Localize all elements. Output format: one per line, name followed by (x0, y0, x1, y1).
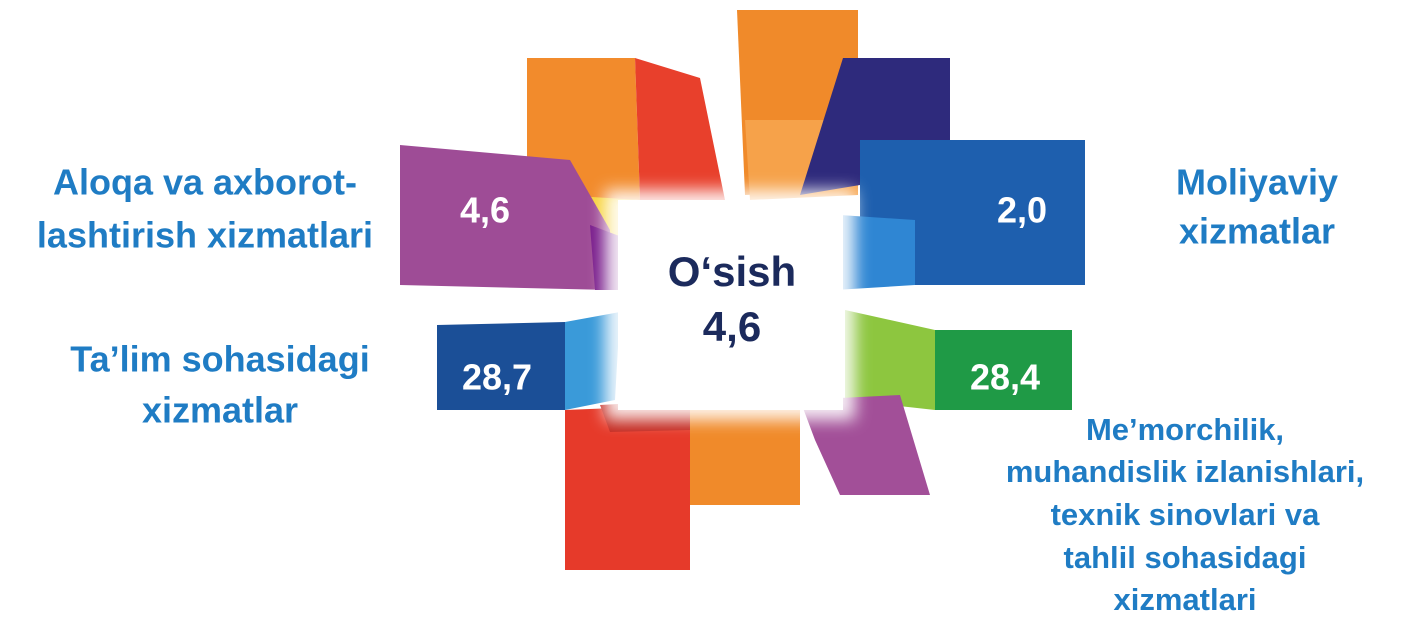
block (935, 330, 1072, 410)
label: tahlil sohasidagi (1064, 540, 1307, 575)
label: xizmatlari (1113, 582, 1256, 617)
block (690, 400, 800, 505)
center-label: O‘sish (668, 248, 796, 295)
label: xizmatlar (142, 390, 298, 431)
block (845, 310, 935, 410)
label: texnik sinovlari va (1051, 497, 1321, 532)
block (860, 140, 1085, 285)
value: 4,6 (460, 190, 510, 231)
label: muhandislik izlanishlari, (1006, 454, 1364, 489)
center-box (618, 200, 843, 410)
label: lashtirish xizmatlari (37, 215, 373, 256)
label: Ta’lim sohasidagi (70, 339, 369, 380)
blocks (400, 10, 1085, 570)
block (565, 405, 690, 570)
value: 28,7 (462, 357, 532, 398)
label: Me’morchilik, (1086, 412, 1284, 447)
label: Moliyaviy (1176, 162, 1338, 203)
label: xizmatlar (1179, 211, 1335, 252)
block (635, 58, 725, 200)
block (400, 145, 610, 290)
label: Aloqa va axborot- (53, 162, 357, 203)
block (437, 322, 565, 410)
value: 2,0 (997, 190, 1047, 231)
value: 28,4 (970, 357, 1040, 398)
center-value: 4,6 (703, 303, 761, 350)
